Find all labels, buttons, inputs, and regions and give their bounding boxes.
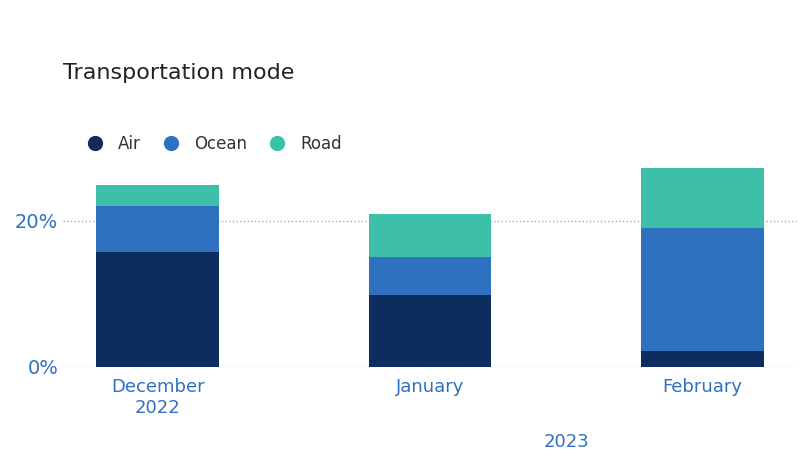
- Bar: [368, 214, 491, 258]
- Bar: [368, 295, 491, 367]
- Legend: Air, Ocean, Road: Air, Ocean, Road: [71, 128, 349, 159]
- Bar: [641, 169, 762, 228]
- Bar: [641, 351, 762, 367]
- Text: Transportation mode: Transportation mode: [63, 63, 294, 83]
- Bar: [641, 228, 762, 351]
- Bar: [97, 252, 219, 367]
- Bar: [97, 207, 219, 252]
- Bar: [97, 185, 219, 207]
- Bar: [368, 258, 491, 295]
- Text: 2023: 2023: [543, 434, 588, 451]
